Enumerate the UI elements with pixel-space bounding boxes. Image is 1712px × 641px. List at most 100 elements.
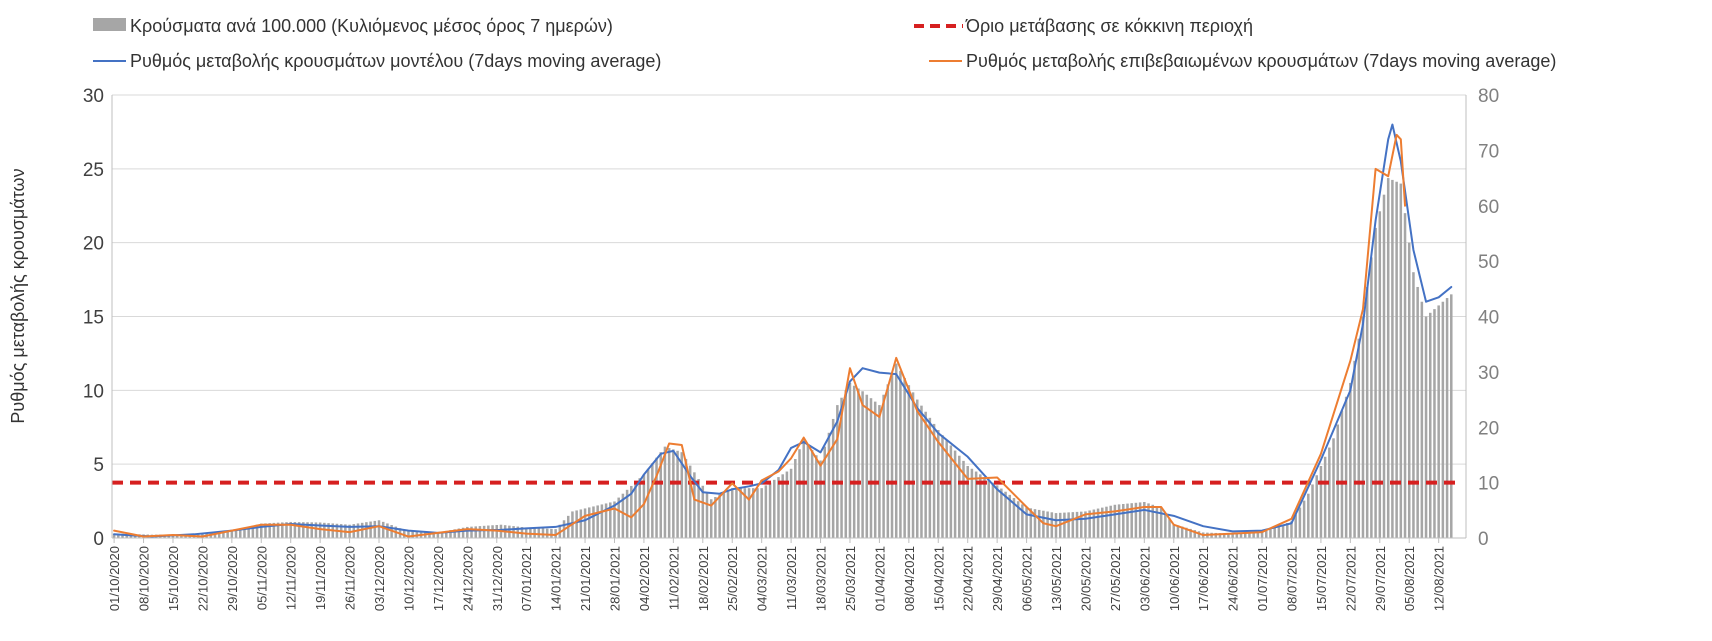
legend-label-confirmed-rate: Ρυθμός μεταβολής επιβεβαιωμένων κρουσμάτ… [966, 51, 1556, 71]
bar [903, 377, 906, 538]
bar [604, 503, 608, 538]
bar [625, 489, 629, 538]
bar [1235, 533, 1239, 538]
bar [764, 485, 768, 538]
lines [113, 123, 1453, 538]
x-tick-label: 22/10/2020 [195, 546, 210, 611]
bar [310, 522, 313, 538]
bar [693, 472, 696, 538]
bar [735, 488, 738, 538]
bar [979, 474, 982, 538]
bar [285, 522, 288, 538]
x-tick-label: 05/11/2020 [254, 546, 269, 610]
bar [882, 394, 885, 538]
bar [1218, 533, 1222, 538]
bar [487, 525, 490, 538]
bar [802, 439, 805, 538]
x-tick-label: 03/06/2021 [1137, 546, 1152, 611]
bar [276, 522, 280, 538]
bar [1361, 316, 1365, 538]
x-tick-label: 10/12/2020 [401, 546, 416, 611]
bar [743, 488, 747, 538]
bar [1084, 511, 1087, 538]
right-tick-label: 0 [1478, 529, 1489, 550]
bar [915, 399, 919, 538]
bar [1382, 194, 1386, 538]
bar [302, 522, 305, 538]
bar [1176, 525, 1180, 538]
bar [1025, 507, 1028, 538]
bar [1168, 518, 1171, 538]
bar [760, 488, 763, 538]
bar [1403, 213, 1407, 538]
bar [987, 479, 990, 538]
left-tick-label: 30 [83, 86, 104, 107]
bar [1092, 509, 1096, 538]
bar [1105, 506, 1108, 538]
x-tick-label: 29/04/2021 [990, 546, 1005, 611]
bar [1109, 505, 1112, 538]
right-tick-label: 50 [1478, 252, 1499, 273]
x-tick-label: 20/05/2021 [1078, 546, 1093, 611]
bar [1117, 504, 1121, 538]
x-tick-label: 25/03/2021 [843, 546, 858, 611]
bar [714, 497, 717, 538]
bar [445, 530, 448, 538]
bar [373, 520, 377, 538]
bar [1231, 533, 1234, 538]
bar [680, 452, 684, 538]
bar [655, 457, 658, 538]
bar [112, 533, 116, 538]
bar [432, 532, 435, 538]
bar [1252, 532, 1255, 538]
bar [718, 494, 721, 538]
left-tick-label: 0 [93, 529, 104, 550]
bar [1302, 500, 1306, 538]
bar [533, 527, 536, 538]
bar [1155, 506, 1159, 538]
bar [1130, 503, 1133, 538]
bar [281, 522, 284, 538]
bar [1164, 513, 1167, 538]
x-tick-label: 18/02/2021 [696, 546, 711, 611]
bar [697, 479, 700, 538]
bar [440, 531, 444, 538]
bar [592, 506, 595, 538]
bar [1033, 509, 1037, 538]
x-tick-label: 29/07/2021 [1373, 546, 1388, 611]
bar [1298, 507, 1302, 538]
line-confirmed-rate [113, 133, 1407, 538]
x-tick-label: 28/01/2021 [607, 546, 622, 611]
bar [1378, 211, 1382, 539]
bar [667, 448, 671, 538]
bar [1189, 528, 1192, 538]
x-tick-label: 14/01/2021 [549, 546, 564, 611]
bar [411, 531, 414, 538]
bar [878, 405, 881, 538]
bar [747, 488, 751, 538]
bar [1407, 242, 1411, 539]
bar [819, 460, 822, 538]
bar [958, 455, 961, 538]
right-tick-label: 60 [1478, 197, 1499, 218]
bar [436, 532, 440, 538]
bar [243, 528, 246, 538]
bar [117, 533, 120, 538]
bar [756, 488, 759, 538]
bar [1214, 532, 1218, 538]
bar [1374, 227, 1377, 538]
y-axis-title: Ρυθμός μεταβολής κρουσμάτων [8, 168, 28, 423]
x-tick-label: 18/03/2021 [814, 546, 829, 611]
bar [983, 477, 986, 538]
bar [836, 405, 839, 538]
bar [1227, 533, 1230, 538]
bar [306, 522, 309, 538]
x-tick-label: 07/01/2021 [519, 546, 534, 611]
bar [1386, 178, 1390, 538]
bar [659, 452, 663, 538]
x-tick-label: 01/10/2020 [107, 546, 122, 611]
bar [945, 440, 948, 538]
bar [1159, 507, 1163, 538]
bar [314, 522, 318, 538]
x-tick-label: 22/04/2021 [961, 546, 976, 611]
